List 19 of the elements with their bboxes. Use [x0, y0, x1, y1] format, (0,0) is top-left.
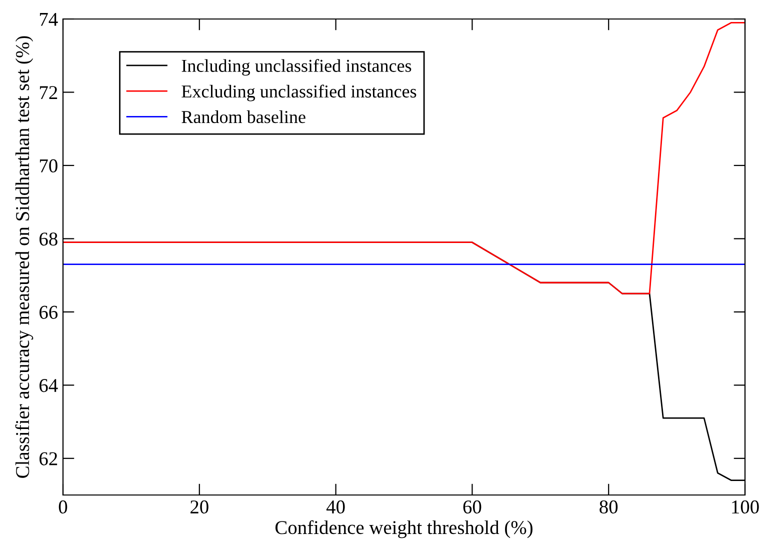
- x-tick-label: 40: [326, 500, 345, 514]
- y-tick-label: 64: [40, 379, 58, 392]
- y-tick-label: 74: [40, 12, 58, 26]
- y-axis-title: Classifier accuracy measured on Siddharthan test set (%): [15, 36, 34, 478]
- x-tick-label: 20: [190, 500, 208, 514]
- x-tick-label: 80: [600, 500, 618, 514]
- y-tick-label: 62: [40, 452, 58, 466]
- y-tick-label: 70: [40, 159, 58, 172]
- legend-label: Excluding unclassified instances: [182, 84, 416, 102]
- y-tick-label: 72: [40, 86, 58, 99]
- x-tick-label: 100: [732, 500, 759, 514]
- y-tick-label: 68: [40, 232, 58, 246]
- x-tick-label: 0: [58, 500, 68, 514]
- x-tick-label: 60: [463, 500, 482, 514]
- legend-label: Random baseline: [182, 110, 306, 124]
- line-series: [63, 22, 745, 294]
- x-axis-title: Confidence weight threshold (%): [275, 520, 532, 538]
- legend-label: Including unclassified instances: [182, 59, 412, 76]
- y-tick-label: 66: [40, 306, 58, 319]
